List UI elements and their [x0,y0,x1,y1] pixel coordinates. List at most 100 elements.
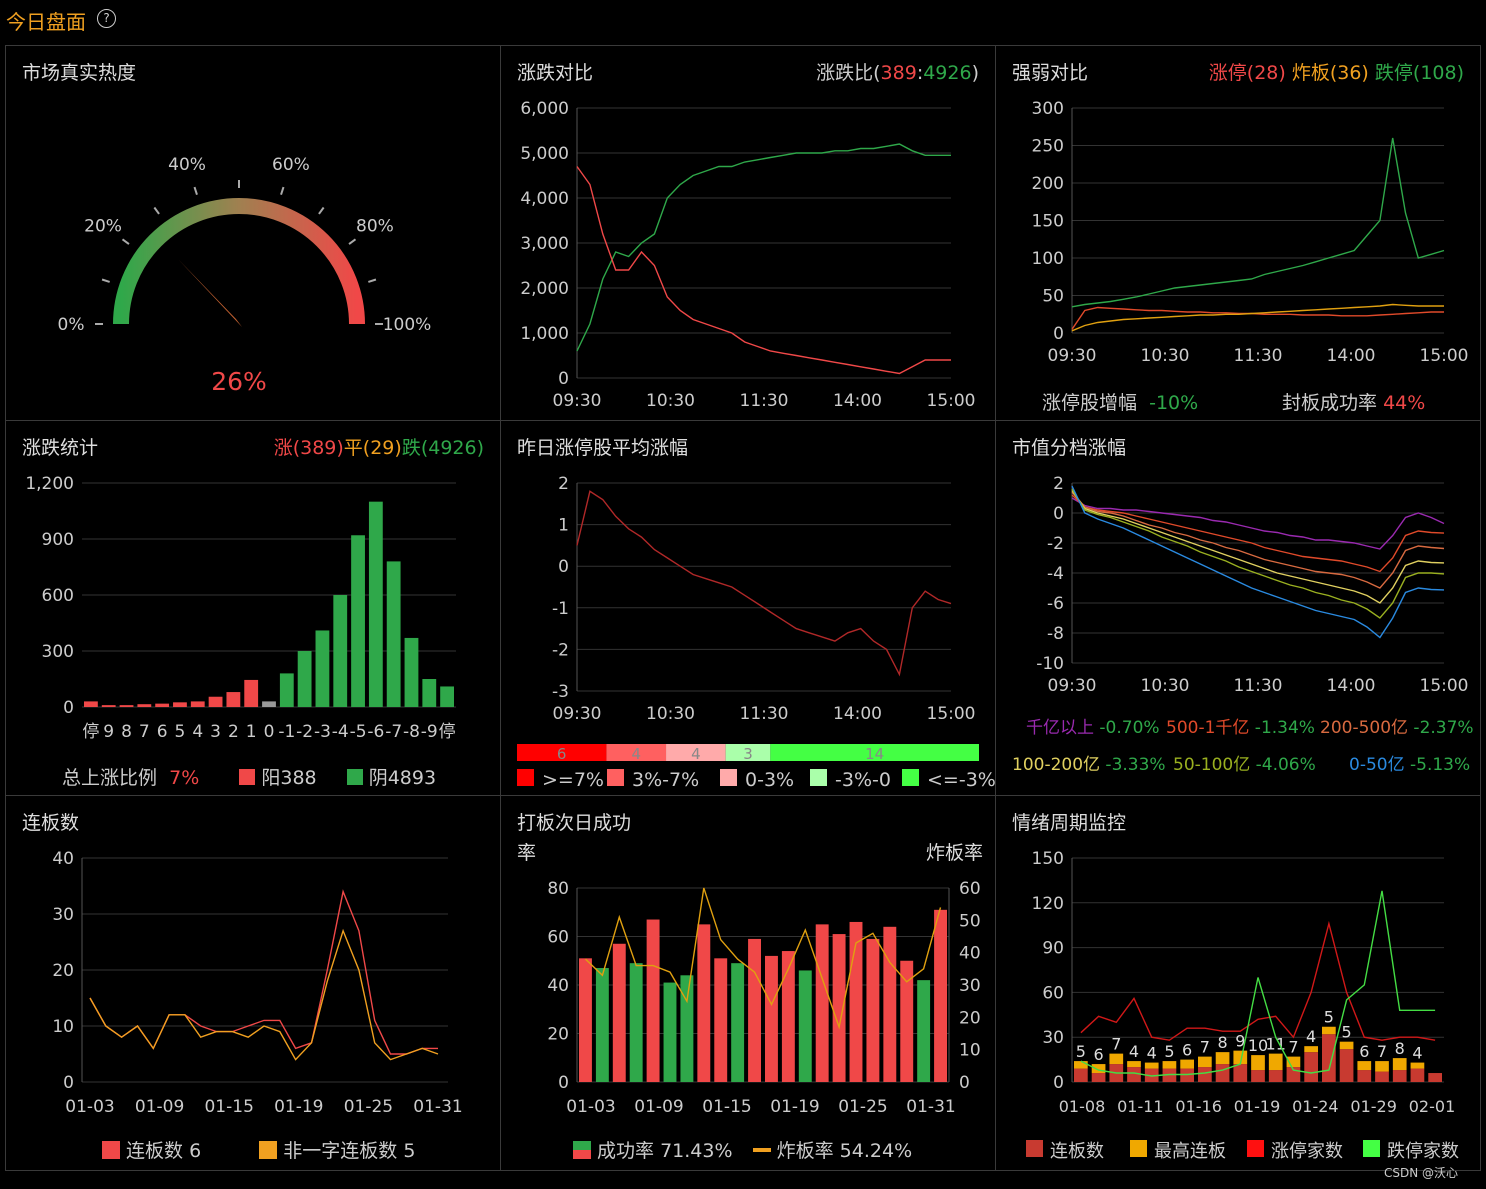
cycle-highest-bar [1375,1061,1389,1072]
next-success-bar [832,934,846,1082]
help-icon[interactable]: ? [97,9,116,28]
strength-series [1071,306,1444,330]
cycle-streak-bar [1322,1034,1336,1082]
updown-title: 涨跌对比 [517,62,594,84]
next-success-bar [646,919,660,1082]
dist-count: 14 [865,745,884,763]
mcap-y-tick: 2 [1053,474,1064,494]
stats-x-tick: 1 [246,722,257,742]
mcap-series [1071,485,1445,639]
yang-swatch [239,769,256,785]
updown-y-tick: 0 [558,369,569,389]
next-y-tick: 20 [547,1025,569,1045]
cycle-x-tick: 01-19 [1234,1097,1281,1116]
streak-y-tick: 10 [52,1017,74,1037]
strength-counts: 涨停(28) 炸板(36) 跌停(108) [1208,62,1464,84]
strength-chart: 300 250 200 150 100 50 009:30 10:30 11:30 14:00 15… [1032,99,1469,366]
cycle-x-tick: 01-16 [1175,1097,1222,1116]
cycle-top-label: 6 [1093,1045,1103,1064]
stats-y-tick: 600 [42,586,74,606]
yesterday-x-tick: 14:00 [833,704,882,724]
cycle-top-label: 4 [1306,1027,1316,1046]
mcap-legend-item: 50-100亿 -4.06% [1173,755,1316,775]
dist-legend-label: <=-3% [927,769,995,791]
cycle-streak-bar [1410,1068,1425,1082]
next-success-bar [714,958,728,1082]
panel-cycle: 情绪周期监控 150 120 90 60 30 0 01-08 01-11 01-16 01-19… [995,795,1481,1171]
stats-bar [101,705,116,707]
heat-arc [113,198,365,325]
page-title: 今日盘面 [6,10,86,34]
yesterday-series [576,490,952,677]
panel-heat: 市场真实热度 0% 20% 40% 60% 80% 100% 26% [5,45,501,421]
stats-y-tick: 0 [63,698,74,718]
cycle-legend-swatch [1130,1140,1147,1157]
next-right-y-tick: 0 [959,1073,970,1093]
next-success-bar [934,909,947,1082]
dist-legend-swatch [902,769,919,786]
cycle-legend-swatch [1247,1140,1264,1157]
cycle-highest-bar [1322,1026,1336,1035]
next-y-tick: 80 [547,879,569,899]
next-right-y-tick: 40 [959,944,981,964]
mcap-x-tick: 09:30 [1048,676,1097,696]
yesterday-chart: 2 1 0 -1 -2 -309:30 10:30 11:30 14:00 15:00 6 4 4 3 14… [517,474,995,791]
yesterday-x-tick: 10:30 [646,704,695,724]
heat-tick-mark [280,186,285,195]
mcap-series [1071,494,1445,573]
cycle-highest-bar [1109,1053,1124,1065]
heat-tick-mark [318,206,325,215]
strength-y-tick: 150 [1032,212,1064,232]
cycle-top-label: 6 [1182,1041,1192,1060]
cycle-highest-bar [1268,1053,1283,1071]
updown-y-tick: 4,000 [520,189,569,209]
updown-x-tick: 14:00 [833,391,882,411]
stats-bar [190,701,205,707]
mcap-title: 市值分档涨幅 [1012,437,1127,459]
stats-x-tick: -2 [296,722,313,742]
cycle-highest-bar [1357,1061,1372,1071]
stats-bar [368,501,383,707]
stats-x-tick: 3 [210,722,221,742]
next-success-bar [900,960,914,1082]
streak-y-tick: 20 [52,961,74,981]
cycle-highest-bar [1162,1061,1177,1069]
updown-y-tick: 5,000 [520,144,569,164]
dist-legend-label: -3%-0 [835,769,891,791]
updown-y-tick: 1,000 [520,324,569,344]
panel-mcap: 市值分档涨幅 2 0 -2 -4 -6 -8 -10 09:30 10:30 11:30 14:00… [995,420,1481,796]
cycle-streak-bar [1198,1067,1212,1082]
cycle-streak-bar [1091,1073,1106,1082]
cycle-top-label: 10 [1248,1036,1268,1055]
stats-x-tick: -4 [332,722,349,742]
next-success-bar [748,938,761,1082]
next-x-tick: 01-19 [770,1097,819,1117]
stats-x-tick: 7 [139,722,150,742]
dist-legend-swatch [810,769,827,786]
updown-series [576,166,951,375]
strength-y-tick: 250 [1032,137,1064,157]
next-x-tick: 01-03 [566,1097,615,1117]
cycle-streak-bar [1339,1049,1354,1082]
cycle-top-label: 7 [1111,1035,1121,1054]
strength-x-tick: 10:30 [1141,346,1190,366]
streak-y-tick: 30 [52,905,74,925]
panel-streak: 连板数 40 30 20 10 0 01-03 01-09 01-15 01-19 01-25 01… [5,795,501,1171]
cycle-title: 情绪周期监控 [1012,812,1127,834]
cycle-highest-bar [1410,1062,1425,1069]
cycle-y-tick: 0 [1053,1073,1064,1093]
next-success-bar [579,958,592,1082]
next-right-y-tick: 20 [959,1008,981,1028]
strength-stat2: 封板成功率 44% [1282,392,1426,414]
mcap-x-tick: 14:00 [1327,676,1376,696]
next-blast-line [585,887,942,1030]
next-x-tick: 01-25 [838,1097,887,1117]
heat-gauge: 0% 20% 40% 60% 80% 100% 26% [58,155,432,396]
heat-tick-mark [348,238,357,245]
next-success-bar [595,968,609,1082]
updown-x-tick: 09:30 [553,391,602,411]
cycle-top-label: 5 [1324,1008,1334,1027]
next-x-tick: 01-09 [634,1097,683,1117]
